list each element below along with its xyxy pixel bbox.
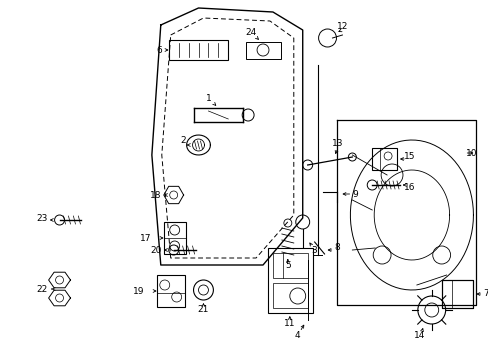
Text: 9: 9 [352, 189, 358, 198]
Text: 1: 1 [205, 94, 211, 103]
Text: 20: 20 [150, 246, 161, 255]
Text: 19: 19 [133, 287, 144, 296]
Text: 6: 6 [156, 45, 162, 54]
Text: 4: 4 [294, 330, 300, 339]
Text: 12: 12 [336, 22, 347, 31]
Text: 10: 10 [465, 149, 476, 158]
Text: 24: 24 [245, 27, 256, 36]
Text: 2: 2 [181, 135, 186, 144]
Text: 13: 13 [331, 139, 343, 148]
Text: 15: 15 [404, 152, 415, 161]
Text: 7: 7 [483, 289, 488, 298]
Text: 11: 11 [284, 320, 295, 328]
Text: 23: 23 [36, 213, 47, 222]
Text: 21: 21 [197, 306, 209, 315]
Text: 14: 14 [413, 330, 425, 339]
Text: 18: 18 [150, 190, 161, 199]
Text: 3: 3 [311, 246, 317, 255]
Text: 22: 22 [36, 284, 47, 293]
Text: 16: 16 [404, 183, 415, 192]
Text: 17: 17 [140, 234, 151, 243]
Text: 5: 5 [285, 261, 290, 270]
Text: 8: 8 [334, 243, 340, 252]
